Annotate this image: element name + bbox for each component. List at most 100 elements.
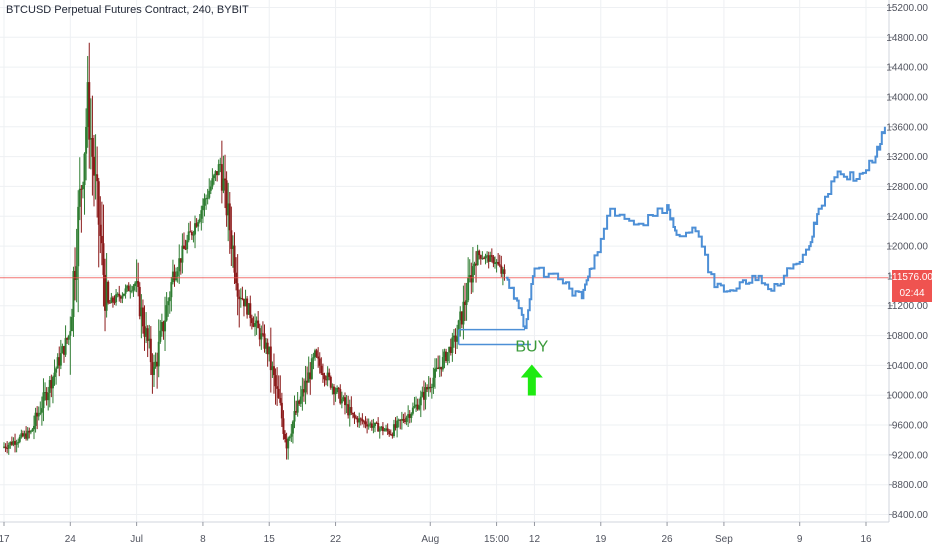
candle-body [321, 373, 324, 376]
candle-body [440, 366, 443, 370]
candle-body [445, 351, 448, 362]
candle-body [110, 297, 113, 303]
candle-body [459, 311, 462, 321]
candle-body [258, 328, 261, 340]
candle-body [70, 316, 73, 332]
candle-body [78, 188, 81, 207]
candle-body [138, 286, 141, 317]
candle-body [475, 263, 478, 266]
candle-body [306, 380, 309, 383]
candle-body [317, 356, 320, 359]
x-tick-label: Jul [130, 534, 143, 545]
candle-body [217, 164, 220, 175]
candle-body [249, 303, 252, 319]
candle-body [410, 413, 413, 418]
candle-body [141, 307, 144, 327]
candle-body [151, 362, 154, 375]
candle-body [20, 433, 23, 437]
candle-body [241, 298, 244, 300]
candle-body [478, 250, 481, 256]
candle-body [179, 258, 182, 263]
y-tick-label: 12400.00 [886, 212, 928, 223]
candle-body [497, 262, 500, 265]
candle-body [332, 386, 335, 395]
candle-body [331, 386, 334, 388]
candle-body [277, 388, 280, 398]
candle-body [364, 421, 367, 425]
candle-body [326, 372, 329, 381]
candle-body [167, 301, 170, 306]
candle-body [10, 441, 13, 445]
candle-body [309, 372, 312, 379]
candle-body [130, 290, 133, 292]
candle-body [99, 224, 102, 236]
candle-body [45, 392, 48, 401]
candle-body [9, 441, 12, 445]
candle-body [194, 223, 197, 235]
candle-body [272, 366, 275, 376]
buy-arrow-icon [520, 364, 543, 396]
candle-body [233, 245, 236, 273]
candle-body [25, 433, 28, 439]
candle-body [227, 203, 230, 216]
candle-body [44, 392, 47, 394]
candle-body [61, 346, 64, 354]
candle-body [405, 417, 408, 422]
candle-body [12, 441, 15, 445]
y-tick-label: 11200.00 [887, 301, 928, 312]
candle-body [454, 335, 457, 342]
candle-body [500, 265, 503, 274]
candle-body [171, 271, 174, 283]
candle-body [254, 323, 257, 327]
candle-body [307, 372, 310, 383]
candle-body [127, 285, 130, 292]
buy-label: BUY [515, 339, 548, 356]
candle-body [287, 438, 290, 449]
candle-body [489, 255, 492, 262]
candle-body [310, 358, 313, 379]
candle-body [85, 126, 88, 154]
candle-body [397, 419, 400, 421]
candle-body [356, 418, 359, 423]
candle-body [104, 274, 107, 311]
x-tick-label: 17 [0, 534, 10, 545]
candle-body [56, 357, 59, 369]
candle-body [92, 156, 95, 176]
candle-body [315, 350, 318, 357]
candle-body [495, 262, 498, 264]
candle-body [378, 428, 381, 432]
price-axis[interactable]: 8400.00 8800.00 9200.00 9600.00 10000.00 1040… [886, 3, 928, 521]
candle-body [468, 275, 471, 278]
candle-body [366, 424, 369, 427]
candle-body [21, 433, 24, 437]
time-axis[interactable]: 17 24 Jul 8 15 22 Aug 15:00 12 19 26 Sep 9 16 [0, 522, 872, 545]
candle-body [336, 387, 339, 393]
y-tick-label: 9200.00 [892, 450, 929, 461]
candle-body [173, 271, 176, 281]
candle-body [222, 178, 225, 191]
candle-body [187, 231, 190, 241]
candle-body [399, 419, 402, 421]
candle-body [200, 210, 203, 219]
candle-body [211, 178, 214, 187]
x-tick-label: 15:00 [484, 534, 509, 545]
candle-body [236, 283, 239, 297]
y-tick-label: 8800.00 [892, 480, 929, 491]
x-tick-label: 24 [65, 534, 77, 545]
candle-body [481, 258, 484, 260]
candle-body [298, 400, 301, 404]
candle-body [3, 446, 5, 448]
x-tick-label: 26 [662, 534, 674, 545]
candle-body [181, 245, 184, 263]
candle-body [312, 357, 315, 359]
candle-body [7, 444, 10, 449]
x-tick-label: Aug [421, 534, 439, 545]
x-tick-label: 16 [860, 534, 872, 545]
candle-body [479, 255, 482, 259]
last-price-tag: 11576.00 [892, 269, 932, 286]
candle-body [32, 425, 35, 430]
candle-body [36, 412, 39, 417]
candle-body [164, 320, 167, 332]
candle-body [50, 380, 53, 389]
